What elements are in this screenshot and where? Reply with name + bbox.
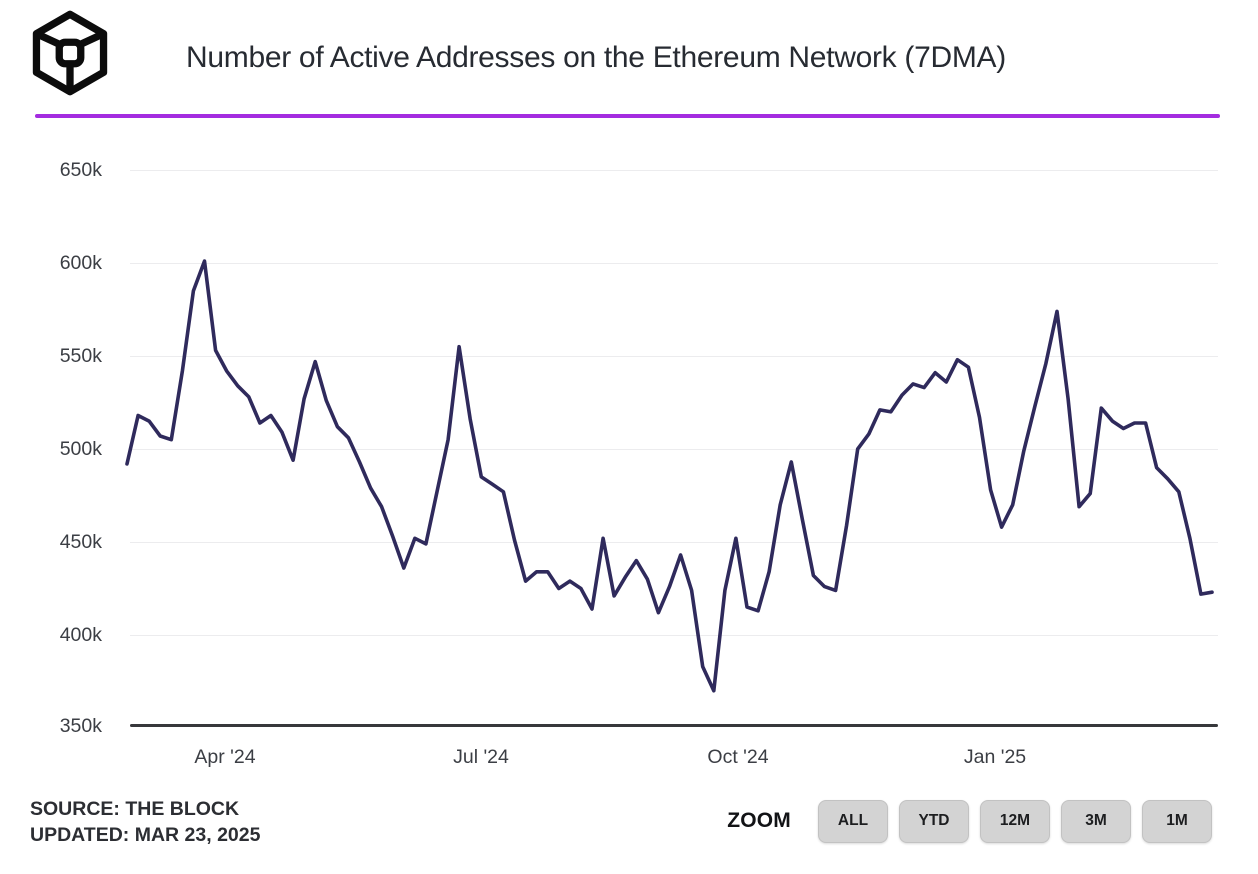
gridline-450k (130, 542, 1218, 543)
y-tick-500k: 500k (59, 438, 102, 460)
purple-divider (35, 114, 1220, 118)
gridline-600k (130, 263, 1218, 264)
zoom-button-3m[interactable]: 3M (1061, 799, 1131, 843)
y-tick-450k: 450k (59, 531, 102, 553)
x-tick-jan-25: Jan '25 (963, 746, 1027, 768)
x-tick-oct-24: Oct '24 (707, 746, 769, 768)
gridline-400k (130, 635, 1218, 636)
zoom-button-12m[interactable]: 12M (980, 799, 1050, 843)
updated-text: UPDATED: MAR 23, 2025 (30, 824, 261, 846)
y-tick-650k: 650k (59, 159, 102, 181)
zoom-controls: ZOOM ALL YTD 12M 3M 1M (727, 799, 1212, 843)
y-tick-400k: 400k (59, 624, 102, 646)
x-tick-jul-24: Jul '24 (453, 746, 509, 768)
x-tick-apr-24: Apr '24 (194, 746, 256, 768)
y-tick-600k: 600k (59, 252, 102, 274)
y-tick-350k: 350k (59, 715, 102, 737)
the-block-logo (32, 10, 108, 96)
zoom-button-1m[interactable]: 1M (1142, 799, 1212, 843)
active-addresses-line (125, 259, 1214, 693)
gridline-650k (130, 170, 1218, 171)
source-block: SOURCE: THE BLOCK UPDATED: MAR 23, 2025 (30, 796, 260, 848)
zoom-label: ZOOM (727, 809, 791, 832)
gridline-500k (130, 449, 1218, 450)
gridline-550k (130, 356, 1218, 357)
zoom-button-ytd[interactable]: YTD (899, 799, 969, 843)
x-axis-line (130, 724, 1218, 727)
chart-area: 650k 600k 550k 500k 450k 400k 350k Apr '… (0, 120, 1258, 780)
zoom-button-all[interactable]: ALL (818, 799, 888, 843)
y-tick-550k: 550k (59, 345, 102, 367)
source-text: SOURCE: THE BLOCK (30, 798, 240, 820)
chart-title: Number of Active Addresses on the Ethere… (186, 41, 1006, 74)
